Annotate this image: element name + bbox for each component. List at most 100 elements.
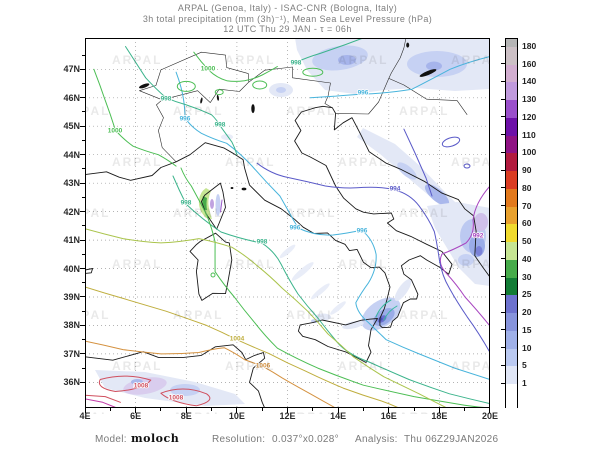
lat-tick (80, 68, 85, 70)
isobar-label-994: 994 (390, 186, 401, 193)
precip-streak-tyrrhenian (291, 262, 314, 281)
isobar-998-ne (295, 38, 364, 63)
colorbar-segment (506, 39, 517, 47)
lat-tick (80, 381, 85, 383)
national-borders (139, 38, 468, 163)
isobar-994 (256, 162, 490, 353)
lon-tick (185, 408, 187, 413)
isobar-label-998: 998 (161, 96, 172, 103)
coastline-sardinia (189, 232, 233, 301)
colorbar-value: 50 (522, 236, 532, 247)
lat-minor-tick (82, 339, 85, 341)
isobar-998-nw (125, 46, 238, 156)
isobar-1006 (85, 340, 337, 408)
lon-minor-tick (362, 408, 364, 411)
colorbar-tick (501, 116, 506, 118)
colorbar-segment (506, 242, 517, 260)
lat-minor-tick (82, 97, 85, 99)
lat-minor-tick (82, 239, 85, 241)
coastlines (85, 38, 490, 408)
lon-label: 8E (180, 411, 192, 421)
lon-tick (286, 408, 288, 413)
lon-label: 18E (431, 411, 448, 421)
lon-tick (135, 408, 137, 413)
coastline-mainland (85, 105, 490, 329)
isobar-label-996: 996 (357, 228, 368, 235)
lat-label: 41N (63, 235, 80, 246)
map-canvas: 1000 1000 998 998 996 996 998 996 996 998 998 994 99… (85, 38, 490, 408)
colorbar-tick (501, 80, 506, 82)
lon-label: 6E (130, 411, 142, 421)
colorbar-value: 180 (522, 41, 537, 51)
lat-tick (80, 125, 85, 127)
isobar-1004 (85, 286, 400, 408)
lat-label: 39N (63, 291, 80, 302)
lon-minor-tick (160, 408, 162, 411)
lat-label: 40N (63, 263, 80, 274)
lon-label: 10E (228, 411, 245, 421)
colorbar-value: 1 (522, 378, 527, 388)
colorbar-tick (501, 258, 506, 260)
isobar-1010 (85, 398, 116, 408)
lon-label: 16E (380, 411, 397, 421)
isobar-998-south (172, 175, 490, 405)
colorbar-tick (501, 240, 506, 242)
isobar-label-998: 998 (181, 200, 192, 207)
lat-label: 43N (63, 178, 80, 189)
island-elba (241, 187, 247, 191)
precip-contour-messina (375, 299, 398, 321)
lat-label: 36N (63, 377, 80, 388)
coastline-africa (85, 344, 266, 408)
colorbar-tick (501, 222, 506, 224)
colorbar-segment (506, 330, 517, 349)
model-value: moloch (131, 432, 180, 445)
colorbar (505, 38, 518, 409)
isobar-value-labels: 1000 1000 998 998 996 996 998 996 996 998 998 994 99… (107, 59, 485, 403)
lat-minor-tick (82, 324, 85, 326)
lat-minor-tick (82, 139, 85, 141)
isobar-996-north (309, 56, 490, 99)
colorbar-tick (501, 276, 506, 278)
isobar-992 (439, 185, 490, 327)
isobar-label-1004: 1004 (230, 336, 245, 343)
colorbar-value: 25 (522, 289, 532, 300)
colorbar-tick (501, 169, 506, 171)
isobar-label-1000: 1000 (108, 128, 123, 135)
lat-label: 44N (63, 149, 80, 160)
colorbar-segment (506, 117, 517, 136)
analysis-label: Analysis: (355, 434, 398, 445)
resolution-label: Resolution: (212, 434, 266, 445)
colorbar-value: 70 (522, 200, 532, 211)
coastline-sicily (297, 318, 378, 363)
lat-minor-tick (82, 211, 85, 213)
isobar-1000-alps (193, 51, 278, 82)
lat-label: 46N (63, 92, 80, 103)
lat-minor-tick (82, 54, 85, 56)
lat-minor-tick (82, 83, 85, 85)
isobar-label-1008: 1008 (134, 383, 149, 390)
isobar-996-main (175, 71, 490, 380)
precip-area-liguria (221, 134, 233, 140)
colorbar-segment (506, 188, 517, 207)
colorbar-tick (501, 382, 506, 384)
precipitation-areas (95, 38, 490, 406)
colorbar-segment (506, 384, 517, 409)
colorbar-tick (501, 151, 506, 153)
lat-label: 38N (63, 320, 80, 331)
model-label: Model: (95, 434, 127, 445)
lon-minor-tick (312, 408, 314, 411)
colorbar-segment (506, 259, 517, 278)
title-line-variables: 3h total precipitation (mm (3h)⁻¹), Mean… (142, 13, 433, 24)
colorbar-tick (501, 311, 506, 313)
map-frame (85, 38, 490, 408)
colorbar-value: 90 (522, 165, 532, 176)
lat-minor-tick (82, 353, 85, 355)
isobar-label-998: 998 (257, 239, 268, 246)
colorbar-segment (506, 64, 517, 83)
lat-minor-tick (82, 168, 85, 170)
colorbar-value: 40 (522, 253, 532, 264)
isobar-label-996: 996 (180, 116, 191, 123)
lon-minor-tick (109, 408, 111, 411)
colorbar-tick (501, 364, 506, 366)
